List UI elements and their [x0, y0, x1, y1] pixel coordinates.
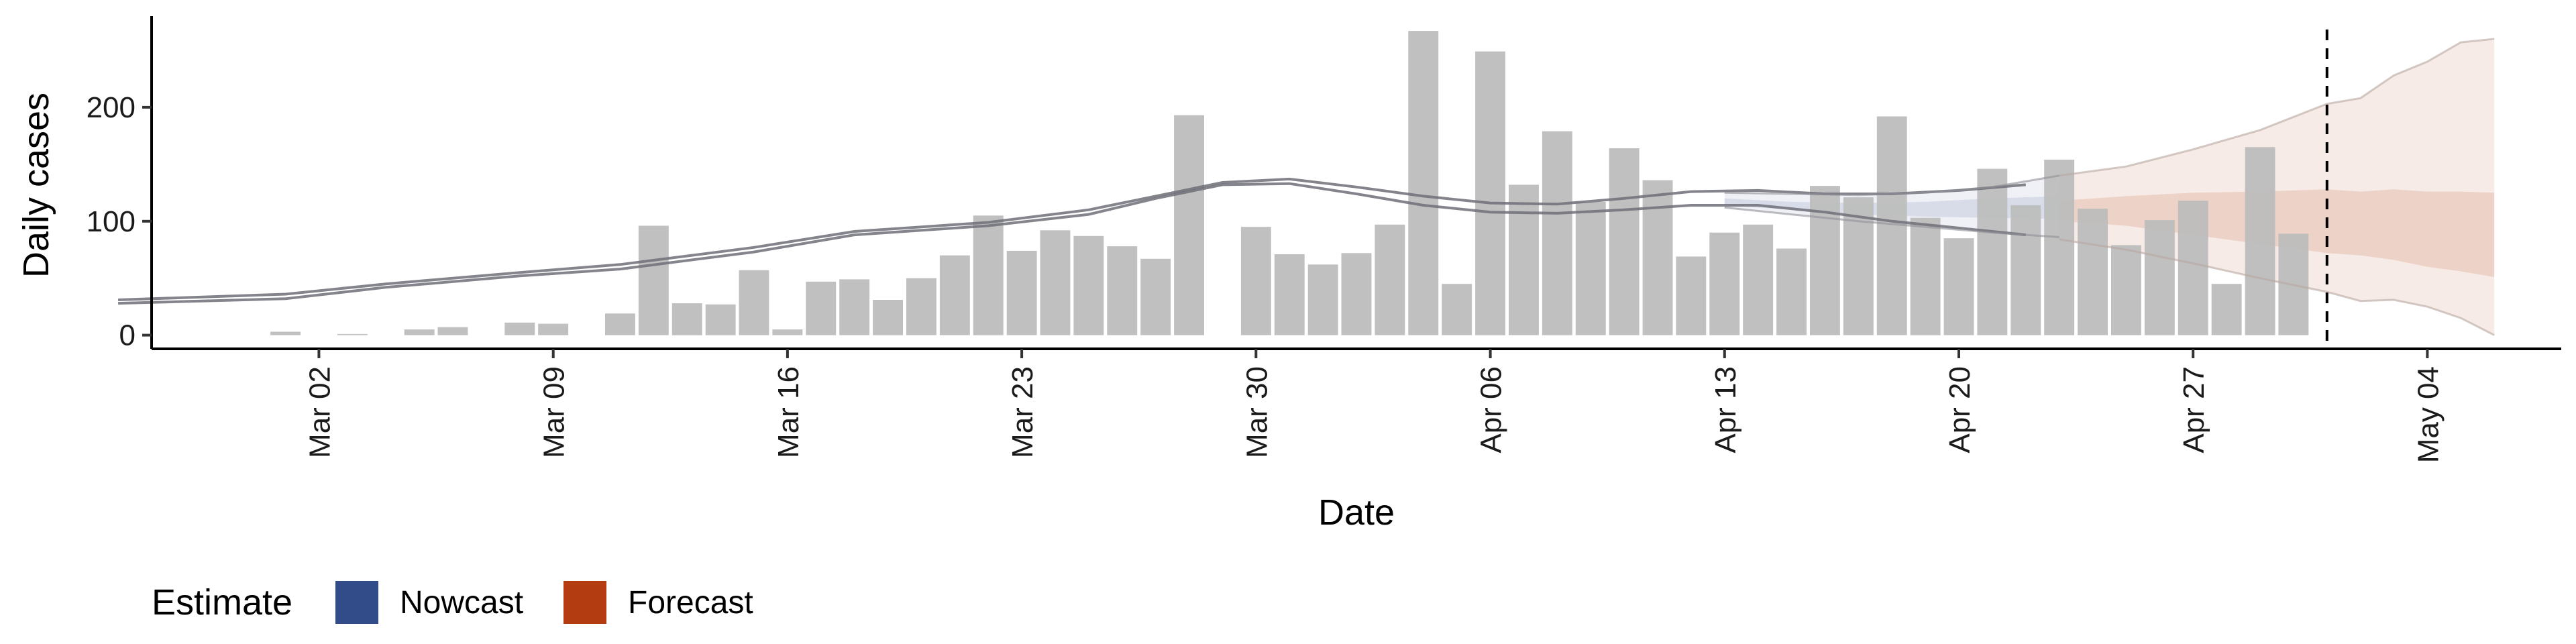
- case-bar: [672, 303, 702, 335]
- y-axis-title: Daily cases: [16, 93, 56, 278]
- y-tick-label: 200: [87, 91, 136, 124]
- x-axis-title: Date: [1318, 492, 1395, 533]
- case-bar: [1107, 246, 1138, 335]
- case-bar: [1943, 238, 1974, 335]
- case-bars: [270, 31, 2309, 335]
- x-tick-label: Mar 02: [303, 366, 336, 458]
- case-bar: [772, 329, 803, 335]
- case-bar: [705, 304, 736, 335]
- case-bar: [806, 281, 837, 335]
- case-bar: [839, 279, 870, 335]
- case-bar: [1743, 224, 1774, 335]
- case-bar: [2245, 147, 2275, 335]
- forecast-inner-band: [2059, 189, 2495, 277]
- case-bar: [939, 255, 970, 335]
- x-tick-label: Mar 23: [1006, 366, 1039, 458]
- case-bar: [1375, 224, 1405, 335]
- estimate-lower-line: [118, 182, 2027, 305]
- y-axis-ticks: 0 100 200: [87, 91, 152, 352]
- legend-swatch-nowcast: [335, 581, 378, 624]
- y-tick-label: 100: [87, 205, 136, 238]
- case-bar: [2010, 205, 2041, 335]
- case-bar: [1810, 186, 1840, 335]
- case-bar: [739, 270, 769, 335]
- nowcast-upper-line: [1724, 174, 2059, 197]
- case-bar: [2111, 245, 2141, 335]
- case-bar: [1977, 168, 2008, 335]
- case-bar: [2211, 284, 2242, 335]
- case-bar: [1174, 115, 1204, 335]
- case-bar: [1140, 258, 1171, 335]
- case-bar: [973, 215, 1004, 335]
- x-tick-label: Apr 06: [1475, 366, 1508, 453]
- case-bar: [1341, 253, 1372, 335]
- case-bar: [1408, 31, 1439, 335]
- case-bar: [1910, 217, 1941, 335]
- case-bar: [1542, 131, 1572, 335]
- forecast-lower-line: [2059, 238, 2495, 336]
- case-bar: [1776, 248, 1807, 335]
- case-bar: [1073, 235, 1104, 335]
- case-bar: [1676, 256, 1707, 335]
- case-bar: [2078, 209, 2108, 335]
- case-bar: [270, 331, 301, 335]
- case-bar: [2178, 201, 2208, 335]
- x-tick-label: Apr 13: [1709, 366, 1742, 453]
- x-tick-label: Mar 16: [772, 366, 805, 458]
- case-bar: [437, 327, 468, 335]
- case-bar: [906, 278, 936, 335]
- case-bar: [1609, 148, 1640, 335]
- case-bar: [1642, 180, 1673, 335]
- case-bar: [2044, 160, 2075, 335]
- case-bar: [1006, 250, 1037, 335]
- case-bar: [1709, 232, 1740, 335]
- estimate-lines: [118, 38, 2495, 336]
- case-bar: [1307, 264, 1338, 335]
- case-bar: [2144, 220, 2175, 335]
- estimate-upper-line: [118, 177, 2026, 301]
- forecast-upper-line: [2059, 38, 2495, 177]
- case-bar: [1274, 254, 1305, 335]
- legend-swatch-forecast: [564, 581, 606, 624]
- case-bar: [504, 322, 535, 335]
- case-bar: [337, 333, 368, 335]
- x-axis-ticks: Mar 02 Mar 09 Mar 16 Mar 23 Mar 30 Apr 06 Apr …: [303, 349, 2445, 463]
- x-tick-label: Apr 20: [1943, 366, 1976, 453]
- case-bar: [404, 329, 435, 335]
- x-tick-label: Apr 27: [2178, 366, 2210, 453]
- y-tick-label: 0: [119, 319, 136, 352]
- nowcast-lower-line: [1724, 206, 2059, 238]
- x-tick-label: Mar 30: [1240, 366, 1273, 458]
- case-bar: [1475, 51, 1505, 335]
- case-bar: [1240, 227, 1271, 335]
- case-bar: [1575, 201, 1606, 335]
- forecast-outer-band: [2059, 39, 2495, 335]
- case-bar: [538, 323, 569, 335]
- x-tick-label: Mar 09: [538, 366, 571, 458]
- case-bar: [873, 300, 903, 335]
- uncertainty-bands: [1724, 39, 2495, 335]
- x-tick-label: May 04: [2412, 366, 2445, 463]
- legend-title: Estimate: [152, 582, 292, 623]
- legend: Estimate Nowcast Forecast: [152, 581, 753, 624]
- case-bar: [605, 313, 635, 335]
- case-bar: [1442, 284, 1472, 335]
- legend-label-forecast: Forecast: [628, 585, 753, 621]
- legend-label-nowcast: Nowcast: [400, 585, 523, 621]
- case-bar: [1509, 184, 1539, 335]
- case-bar: [638, 225, 669, 335]
- case-bar: [1040, 230, 1071, 335]
